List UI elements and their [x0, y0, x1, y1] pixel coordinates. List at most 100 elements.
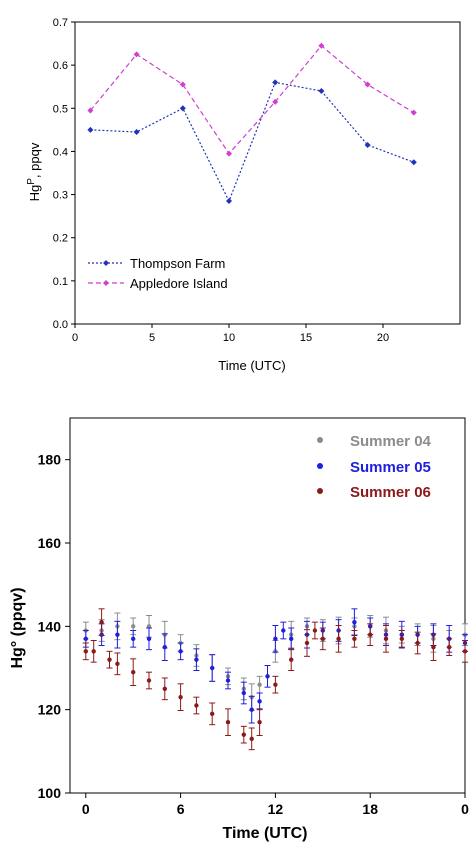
data-point-summer-06 [131, 669, 136, 675]
series-line-appledore-island [89, 44, 415, 155]
data-point-summer-05 [281, 628, 286, 633]
data-point-summer-06 [210, 711, 215, 717]
x-tick-label: 15 [300, 332, 312, 344]
x-tick-label: 12 [268, 801, 284, 817]
data-point-summer-05 [273, 636, 278, 642]
y-tick-label: 0.5 [53, 103, 68, 115]
top-y-axis-label-sup: P [26, 178, 37, 185]
data-point-summer-04 [131, 624, 136, 629]
data-point-thompson-farm [364, 141, 371, 148]
legend-marker-summer05 [317, 463, 323, 469]
bottom-plot-frame [69, 417, 466, 794]
data-point-summer-06 [146, 678, 152, 683]
data-point-appledore-island [364, 81, 371, 88]
top-axis-ticks: 0.0 0.1 0.2 0.3 0.4 0.5 0.6 0.7 0 5 10 15 20 [53, 17, 389, 344]
legend-label-summer06: Summer 06 [350, 484, 431, 501]
series-line-thompson-farm [90, 81, 415, 203]
y-tick-label: 0.2 [53, 233, 68, 245]
top-y-axis-label-main: Hg [27, 185, 42, 202]
data-point-summer-05 [225, 678, 231, 683]
y-tick-label: 140 [38, 618, 62, 634]
legend-marker-summer04 [317, 437, 323, 443]
data-point-summer-05 [115, 632, 120, 637]
x-tick-label: 10 [223, 332, 235, 344]
data-point-summer-06 [99, 619, 104, 625]
data-point-appledore-island [179, 81, 186, 88]
bottom-legend: Summer 04 Summer 05 Summer 06 [317, 433, 432, 501]
top-x-axis-label: Time (UTC) [218, 358, 285, 373]
data-point-summer-06 [257, 719, 262, 725]
data-point-summer-06 [162, 686, 167, 692]
data-point-thompson-farm [318, 88, 325, 95]
data-point-summer-06 [273, 682, 278, 687]
y-tick-label: 160 [38, 535, 62, 551]
data-point-summer-06 [383, 636, 389, 642]
x-tick-label: 0 [72, 332, 78, 344]
x-tick-label: 5 [149, 332, 155, 344]
data-point-summer-06 [107, 657, 112, 662]
x-tick-label: 0 [461, 801, 469, 817]
data-point-summer-04 [146, 624, 152, 629]
top-series [87, 42, 417, 205]
data-point-appledore-island [272, 98, 279, 105]
y-tick-label: 0.1 [53, 276, 68, 288]
x-tick-label: 6 [177, 801, 185, 817]
data-point-summer-05 [265, 674, 270, 679]
data-point-summer-06 [194, 703, 199, 708]
y-tick-label: 120 [38, 702, 62, 718]
legend-marker-thompson [103, 260, 109, 266]
top-plot-frame [74, 21, 461, 325]
legend-label-appledore: Appledore Island [130, 276, 228, 291]
data-point-summer-06 [431, 644, 436, 650]
x-tick-label: 18 [362, 801, 378, 817]
top-chart: 0.0 0.1 0.2 0.3 0.4 0.5 0.6 0.7 0 5 10 15 20 HgP, pp… [26, 17, 461, 373]
data-point-appledore-island [87, 107, 94, 114]
y-tick-label: 0.0 [53, 319, 68, 331]
data-point-summer-06 [178, 694, 183, 700]
y-tick-label: 100 [38, 785, 62, 801]
data-point-thompson-farm [179, 105, 186, 112]
data-point-summer-05 [146, 636, 152, 642]
data-point-summer-06 [368, 632, 373, 637]
top-y-axis-label: HgP, ppqv [26, 142, 42, 201]
bottom-series [82, 608, 468, 751]
legend-label-summer05: Summer 05 [350, 459, 431, 476]
data-point-thompson-farm [133, 129, 140, 136]
data-point-appledore-island [133, 51, 140, 58]
data-point-summer-06 [115, 661, 120, 667]
data-point-thompson-farm [410, 159, 417, 166]
data-point-summer-06 [415, 640, 420, 646]
data-point-appledore-island [226, 150, 232, 157]
data-point-summer-04 [257, 682, 262, 687]
y-tick-label: 0.3 [53, 190, 68, 202]
legend-label-summer04: Summer 04 [350, 433, 432, 450]
data-point-summer-05 [162, 644, 167, 650]
data-point-summer-06 [249, 736, 254, 742]
data-point-summer-06 [399, 636, 404, 642]
x-tick-label: 0 [82, 801, 90, 817]
y-tick-label: 0.4 [53, 146, 68, 158]
bottom-y-axis-label: Hg° (ppqv) [9, 587, 26, 668]
data-point-summer-05 [249, 707, 254, 712]
data-point-thompson-farm [87, 126, 94, 133]
data-point-summer-05 [257, 699, 262, 704]
data-point-summer-05 [131, 636, 136, 642]
data-point-summer-06 [289, 657, 294, 662]
data-point-summer-06 [241, 732, 246, 737]
legend-marker-summer06 [317, 488, 323, 494]
data-point-summer-06 [462, 649, 468, 654]
data-point-thompson-farm [272, 79, 279, 86]
data-point-appledore-island [318, 42, 325, 49]
data-point-summer-05 [352, 619, 357, 625]
data-point-summer-05 [83, 636, 89, 642]
y-tick-label: 180 [38, 452, 62, 468]
data-point-summer-06 [304, 640, 310, 646]
top-y-axis-label-unit: , ppqv [27, 142, 42, 178]
data-point-summer-05 [289, 636, 294, 642]
data-point-thompson-farm [226, 198, 232, 205]
data-point-summer-06 [320, 636, 325, 642]
data-point-summer-05 [178, 649, 183, 654]
y-tick-label: 0.7 [53, 17, 68, 29]
